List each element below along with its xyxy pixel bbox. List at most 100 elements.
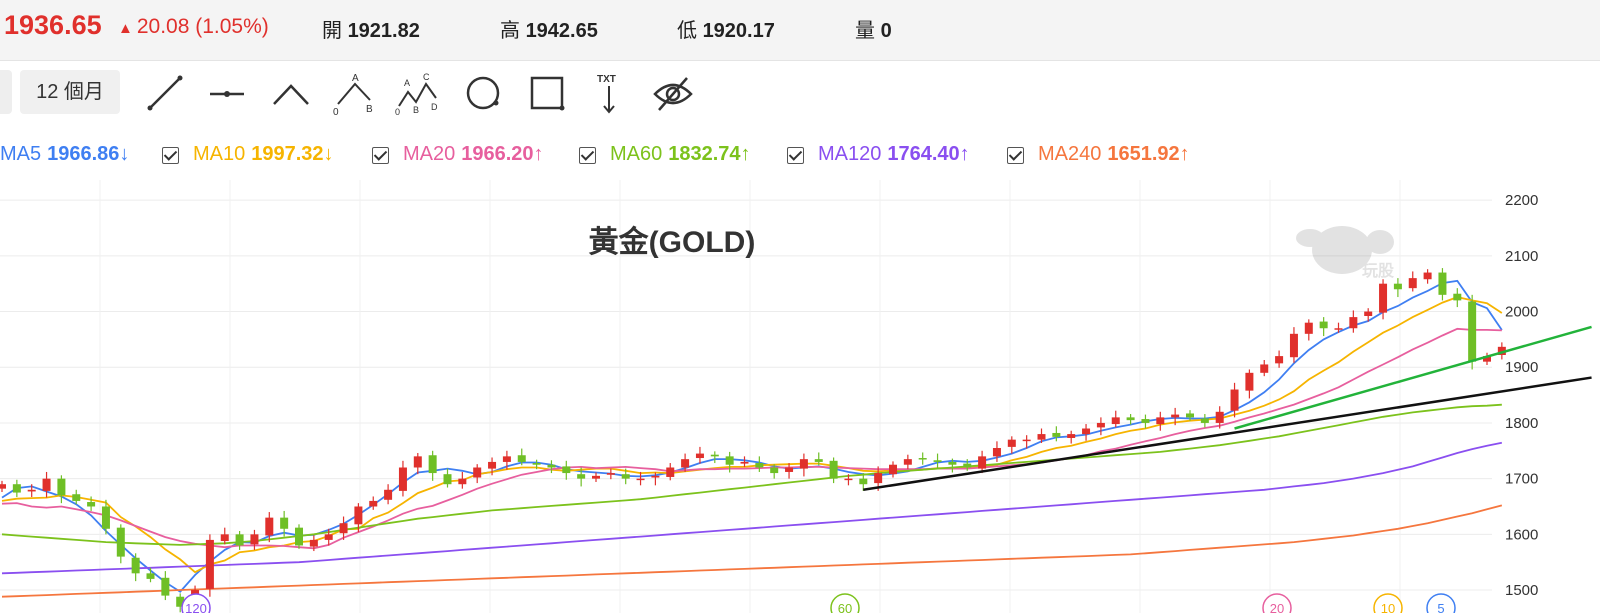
ma-legend-ma120: MA120 1764.40↑ xyxy=(818,143,970,166)
trendline-icon[interactable] xyxy=(142,70,188,116)
ma-name: MA60 xyxy=(610,143,663,165)
polyline-icon[interactable] xyxy=(268,70,314,116)
period-marker-label: 10 xyxy=(1381,601,1395,613)
candle-body xyxy=(176,596,185,607)
candle-body xyxy=(309,539,318,547)
volume-value: 0 xyxy=(880,20,892,42)
candle-body xyxy=(1319,321,1328,329)
candle-body xyxy=(725,456,734,465)
ma-name: MA20 xyxy=(403,143,456,165)
candle-body xyxy=(1245,372,1254,391)
period-marker-label: 5 xyxy=(1437,601,1444,613)
chart-grid xyxy=(0,180,1492,613)
candle-body xyxy=(874,473,883,484)
candle-body xyxy=(354,506,363,525)
ma-checkbox-ma120[interactable] xyxy=(787,147,804,164)
candle-body xyxy=(918,458,927,460)
candle-body xyxy=(1379,283,1388,313)
abcd-a-label: A xyxy=(404,78,410,88)
high-value: 1942.65 xyxy=(525,20,598,42)
abcd-pattern-icon[interactable]: A C B D 0 xyxy=(394,70,440,116)
low-label: 低 xyxy=(677,20,697,42)
y-tick-label: 1600 xyxy=(1505,526,1538,543)
volume-label: 量 xyxy=(855,20,875,42)
abc-0-label: 0 xyxy=(333,107,339,116)
candle-body xyxy=(428,455,437,474)
period-previous-button[interactable] xyxy=(0,70,12,114)
y-tick-label: 2000 xyxy=(1505,304,1538,321)
period-markers: 120 60 20 10 5 xyxy=(181,593,1456,613)
ma-line-ma20 xyxy=(1,327,1502,550)
ma-checkbox-ma240[interactable] xyxy=(1007,147,1024,164)
candle-body xyxy=(1468,301,1477,362)
candle-body xyxy=(205,539,214,589)
ma-name: MA10 xyxy=(193,143,246,165)
abc-a-label: A xyxy=(352,73,359,84)
circle-icon[interactable] xyxy=(460,70,506,116)
candle-body xyxy=(740,461,749,464)
candle-body xyxy=(12,484,21,493)
rectangle-icon[interactable] xyxy=(524,70,570,116)
candle-body xyxy=(1037,434,1046,440)
candle-body xyxy=(488,461,497,469)
ma-legend-ma5: MA5 1966.86↓ xyxy=(0,143,129,166)
candle-body xyxy=(1334,328,1343,330)
abc-pattern-icon[interactable]: A B 0 xyxy=(332,70,378,116)
y-tick-label: 2200 xyxy=(1505,192,1538,209)
period-marker-circle xyxy=(1426,593,1456,613)
candle-body xyxy=(562,466,571,474)
candle-body xyxy=(948,461,957,465)
candle-body xyxy=(621,474,630,479)
high-field: 高 1942.65 xyxy=(500,14,598,43)
candle-body xyxy=(1408,278,1417,289)
candle-body xyxy=(1230,389,1239,411)
ma-checkbox-ma20[interactable] xyxy=(372,147,389,164)
abcd-0-label: 0 xyxy=(395,107,400,116)
watermark-logo: 玩股 xyxy=(1296,226,1395,280)
ma-checkbox-ma10[interactable] xyxy=(162,147,179,164)
candle-body xyxy=(992,448,1001,457)
y-tick-label: 1700 xyxy=(1505,471,1538,488)
ma-checkbox-ma60[interactable] xyxy=(579,147,596,164)
ma-line-ma120 xyxy=(1,441,1503,575)
abcd-b-label: B xyxy=(413,105,419,115)
candle-body xyxy=(369,500,378,507)
candle-body xyxy=(235,534,244,546)
ma-value: 1997.32↓ xyxy=(251,143,334,165)
y-tick-label: 1800 xyxy=(1505,415,1538,432)
candle-body xyxy=(1141,419,1150,423)
candle-body xyxy=(636,478,645,481)
volume-field: 量 0 xyxy=(855,14,892,43)
candle-body xyxy=(532,463,541,465)
candle-body xyxy=(339,523,348,534)
candle-body xyxy=(1156,417,1165,425)
hide-icon[interactable] xyxy=(650,70,696,116)
candle-body xyxy=(859,478,868,485)
candle-body xyxy=(1126,417,1135,421)
text-icon[interactable]: TXT xyxy=(586,70,632,116)
open-field: 開 1921.82 xyxy=(322,14,420,43)
horizontal-line-icon[interactable] xyxy=(204,70,250,116)
ma-value: 1651.92↑ xyxy=(1107,143,1190,165)
open-label: 開 xyxy=(322,20,342,42)
candle-body xyxy=(161,577,170,596)
ma-value: 1832.74↑ xyxy=(668,143,751,165)
drawing-toolbar: 12 個月 A B 0 A C B D 0 TXT xyxy=(0,68,1600,120)
candle-body xyxy=(1364,311,1373,316)
ma-legend-ma240: MA240 1651.92↑ xyxy=(1038,143,1190,166)
candle-body xyxy=(814,459,823,462)
up-triangle-icon: ▲ xyxy=(118,20,133,37)
high-label: 高 xyxy=(500,20,520,42)
candle-body xyxy=(517,455,526,462)
candle-body xyxy=(1171,414,1180,418)
candle-body xyxy=(27,489,36,492)
period-button[interactable]: 12 個月 xyxy=(20,70,120,114)
ma-name: MA240 xyxy=(1038,143,1102,165)
period-marker-label: 120 xyxy=(185,601,207,613)
ma-value: 1966.20↑ xyxy=(461,143,544,165)
candle-body xyxy=(770,467,779,474)
candle-body xyxy=(592,475,600,479)
candle-body xyxy=(963,463,972,468)
candle-body xyxy=(710,454,719,457)
ma-name: MA120 xyxy=(818,143,882,165)
